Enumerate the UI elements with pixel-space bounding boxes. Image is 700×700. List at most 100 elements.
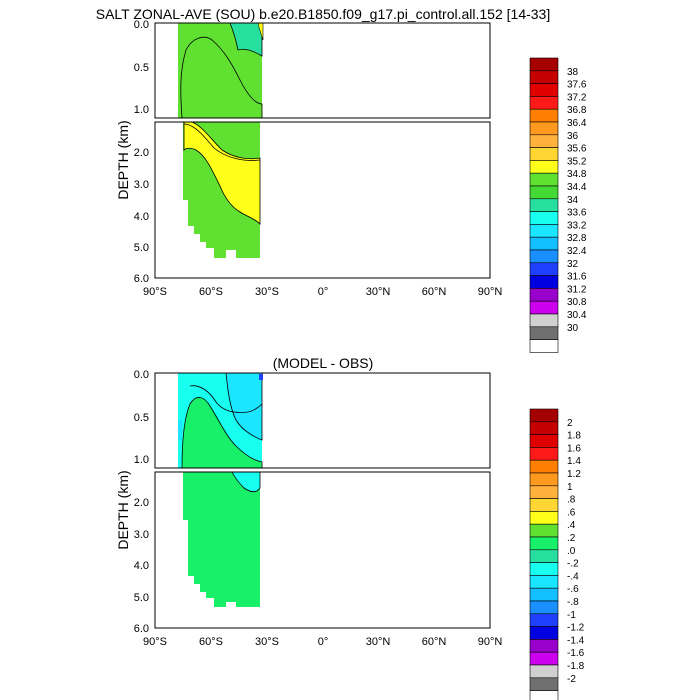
colorbar-label: .6 bbox=[567, 507, 576, 518]
colorbar-label: -1.8 bbox=[567, 661, 585, 672]
diff-lower-frame bbox=[154, 471, 491, 629]
colorbar-label: 30 bbox=[567, 323, 579, 334]
colorbar-swatch bbox=[529, 313, 559, 328]
y-tick-label: 5.0 bbox=[134, 592, 149, 604]
colorbar-swatch bbox=[529, 523, 559, 538]
colorbar-label: 2 bbox=[567, 418, 573, 429]
colorbar-swatch bbox=[529, 339, 559, 353]
colorbar-swatch bbox=[529, 575, 559, 589]
colorbar-label: 1.6 bbox=[567, 443, 581, 454]
diff-upper-frame bbox=[154, 372, 491, 469]
colorbar-swatch bbox=[529, 147, 559, 161]
colorbar-label: 1 bbox=[567, 482, 573, 493]
colorbar-swatch bbox=[529, 626, 559, 640]
colorbar-swatch bbox=[529, 70, 559, 84]
colorbar-swatch bbox=[529, 236, 559, 251]
diff-lower-field bbox=[183, 471, 261, 607]
colorbar-swatch bbox=[529, 172, 559, 187]
colorbar-label: 35.6 bbox=[567, 144, 587, 155]
colorbar-label: .0 bbox=[567, 546, 576, 557]
colorbar-swatch bbox=[529, 108, 559, 123]
x-tick-label: 60°S bbox=[199, 286, 223, 298]
field-lower-contour bbox=[183, 123, 261, 161]
colorbar-swatch bbox=[529, 211, 559, 225]
colorbar-label: 37.6 bbox=[567, 80, 587, 91]
x-tick-label: 90°S bbox=[143, 636, 167, 648]
y-tick-label: 6.0 bbox=[134, 623, 149, 635]
colorbar-label: 1.8 bbox=[567, 431, 581, 442]
y-tick-label: 0.5 bbox=[134, 412, 149, 424]
y-tick-label: 1.0 bbox=[134, 104, 149, 116]
colorbar-label: 30.8 bbox=[567, 297, 587, 308]
y-tick-label: 2.0 bbox=[134, 147, 149, 159]
colorbar-label: 34.4 bbox=[567, 182, 587, 193]
colorbar-swatch bbox=[529, 134, 559, 148]
colorbar-swatch bbox=[529, 408, 559, 423]
colorbar-label: 32.4 bbox=[567, 246, 587, 257]
x-ticks: 90°S 60°S 30°S 0° 30°N 60°N 90°N bbox=[143, 636, 502, 648]
diff-panel: (MODEL - OBS) DEPTH (km) 0.0 0.5 1.0 2.0… bbox=[115, 355, 585, 700]
field-shelf-left bbox=[178, 420, 182, 440]
y-tick-label: 0.0 bbox=[134, 369, 149, 381]
colorbar-swatch bbox=[529, 485, 559, 499]
colorbar-label: -.2 bbox=[567, 559, 579, 570]
x-tick-label: 60°N bbox=[422, 286, 447, 298]
y-tick-label: 0.0 bbox=[134, 19, 149, 31]
y-tick-label: 1.0 bbox=[134, 454, 149, 466]
colorbar-label: .4 bbox=[567, 520, 576, 531]
colorbar-swatch bbox=[529, 536, 559, 551]
y-tick-label: 4.0 bbox=[134, 560, 149, 572]
colorbar-swatch bbox=[529, 459, 559, 474]
field-lower-cyan-patch bbox=[231, 471, 261, 493]
salt-upper-frame bbox=[154, 22, 491, 119]
colorbar-label: 32 bbox=[567, 259, 579, 270]
field-region-surface bbox=[178, 22, 263, 57]
colorbar-swatch bbox=[529, 511, 559, 525]
colorbar-label: 38 bbox=[567, 67, 579, 78]
diff-upper-field bbox=[178, 372, 263, 469]
colorbar-swatch bbox=[529, 83, 559, 97]
y-tick-label: 3.0 bbox=[134, 179, 149, 191]
colorbar-label: 33.6 bbox=[567, 208, 587, 219]
y-ticks-upper: 0.0 0.5 1.0 bbox=[134, 369, 149, 466]
colorbar-swatch bbox=[529, 224, 559, 238]
colorbar-label: -.6 bbox=[567, 584, 579, 595]
colorbar-label: -.4 bbox=[567, 571, 579, 582]
colorbar-label: 36.4 bbox=[567, 118, 587, 129]
y-tick-label: 4.0 bbox=[134, 211, 149, 223]
colorbar-label: -1.6 bbox=[567, 648, 585, 659]
y-tick-label: 0.5 bbox=[134, 62, 149, 74]
y-tick-label: 6.0 bbox=[134, 273, 149, 285]
colorbar-swatch bbox=[529, 549, 559, 563]
salt-colorbar: 38 37.637.2 36.8 36.4 36 35.635.2 34.8 34.4 34 33… bbox=[529, 57, 587, 353]
colorbar-swatch bbox=[529, 275, 559, 289]
field-region-mid bbox=[180, 36, 263, 119]
colorbar-label: 33.2 bbox=[567, 220, 587, 231]
x-tick-label: 90°S bbox=[143, 286, 167, 298]
colorbar-label: 36.8 bbox=[567, 105, 587, 116]
colorbar-swatch bbox=[529, 587, 559, 602]
colorbar-swatch bbox=[529, 421, 559, 435]
colorbar-swatch bbox=[529, 613, 559, 627]
colorbar-swatch bbox=[529, 498, 559, 512]
colorbar-swatch bbox=[529, 651, 559, 666]
colorbar-label: 34.8 bbox=[567, 169, 587, 180]
x-tick-label: 30°N bbox=[366, 286, 391, 298]
chart-title: (MODEL - OBS) bbox=[273, 355, 374, 371]
colorbar-label: -1 bbox=[567, 610, 576, 621]
colorbar-swatch bbox=[529, 96, 559, 110]
field-lower-yellow bbox=[183, 121, 261, 225]
field-region-contour bbox=[189, 385, 263, 413]
x-tick-label: 30°N bbox=[366, 636, 391, 648]
salt-upper-field bbox=[176, 22, 264, 119]
y-tick-label: 2.0 bbox=[134, 497, 149, 509]
colorbar-label: .8 bbox=[567, 495, 576, 506]
field-lower-green bbox=[183, 472, 260, 607]
colorbar-swatch bbox=[529, 562, 559, 576]
diff-colorbar: 21.81.61.41.21.8.6.4.2.0-.2-.4-.6-.8-1-1… bbox=[529, 408, 585, 700]
colorbar-label: .2 bbox=[567, 533, 576, 544]
colorbar-swatch bbox=[529, 600, 559, 615]
y-ticks-upper: 0.0 0.5 1.0 bbox=[134, 19, 149, 116]
colorbar-label: 35.2 bbox=[567, 156, 587, 167]
